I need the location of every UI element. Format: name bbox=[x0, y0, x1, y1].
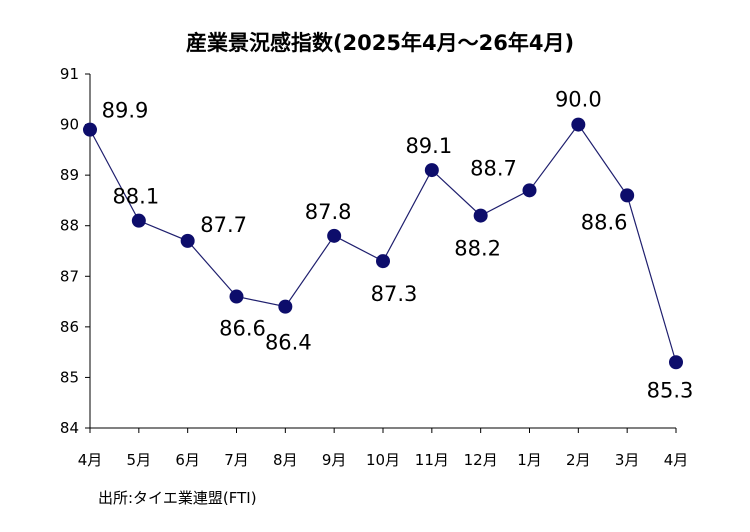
y-tick-label: 85 bbox=[60, 368, 79, 386]
source-note: 出所:タイエ業連盟(FTI) bbox=[98, 489, 257, 507]
data-point bbox=[376, 254, 390, 269]
x-tick-label: 5月 bbox=[127, 451, 152, 469]
data-label: 87.8 bbox=[305, 200, 352, 224]
data-point bbox=[620, 188, 635, 203]
x-tick-label: 9月 bbox=[322, 451, 347, 469]
data-point bbox=[229, 289, 244, 304]
data-label: 86.6 bbox=[219, 317, 266, 341]
data-label: 88.6 bbox=[581, 210, 628, 234]
x-tick-label: 12月 bbox=[464, 451, 498, 469]
y-tick-label: 86 bbox=[60, 318, 79, 336]
x-tick-label: 4月 bbox=[664, 451, 689, 469]
data-point bbox=[327, 228, 342, 243]
data-label: 85.3 bbox=[647, 378, 694, 402]
x-tick-label: 4月 bbox=[78, 451, 103, 469]
x-tick-label: 8月 bbox=[273, 451, 298, 469]
data-label: 86.4 bbox=[265, 331, 312, 355]
data-label: 88.7 bbox=[470, 156, 517, 180]
x-tick-label: 2月 bbox=[566, 451, 591, 469]
y-tick-label: 88 bbox=[60, 217, 79, 235]
y-tick-label: 90 bbox=[60, 116, 79, 134]
axes bbox=[85, 73, 677, 433]
data-point bbox=[131, 213, 146, 228]
x-tick-label: 11月 bbox=[415, 451, 449, 469]
y-tick-label: 91 bbox=[60, 65, 79, 83]
data-point bbox=[473, 208, 488, 223]
chart-title: 産業景況感指数(2025年4月〜26年4月) bbox=[186, 31, 574, 55]
x-tick-label: 10月 bbox=[366, 451, 400, 469]
data-label: 89.9 bbox=[102, 99, 149, 123]
y-tick-label: 84 bbox=[60, 419, 79, 437]
series-polyline bbox=[89, 123, 677, 363]
series-line bbox=[83, 117, 683, 370]
data-label: 90.0 bbox=[555, 88, 602, 112]
x-tick-label: 3月 bbox=[615, 451, 640, 469]
data-label: 88.2 bbox=[454, 237, 501, 261]
data-point bbox=[571, 117, 586, 132]
data-point bbox=[424, 163, 439, 178]
data-label: 87.3 bbox=[371, 282, 418, 306]
data-label: 87.7 bbox=[200, 213, 247, 237]
data-point bbox=[522, 183, 537, 198]
data-label: 89.1 bbox=[405, 134, 452, 158]
x-tick-labels: 4月 5月 6月 7月 8月 9月 10月 11月 12月 1月 2月 3月 4月 bbox=[78, 451, 689, 469]
x-tick-label: 6月 bbox=[175, 451, 200, 469]
y-tick-label: 89 bbox=[60, 166, 79, 184]
data-point bbox=[669, 355, 683, 370]
x-tick-label: 1月 bbox=[517, 451, 542, 469]
data-point bbox=[83, 122, 97, 137]
data-labels: 89.9 88.1 87.7 86.686.4 87.8 87.3 89.1 88.2 88.7… bbox=[102, 88, 694, 403]
y-tick-labels: 84 85 86 87 88 89 90 91 bbox=[60, 65, 79, 437]
data-label: 88.1 bbox=[112, 185, 159, 209]
data-point bbox=[278, 299, 293, 314]
data-point bbox=[180, 233, 195, 248]
x-tick-label: 7月 bbox=[224, 451, 249, 469]
y-tick-label: 87 bbox=[60, 267, 79, 285]
